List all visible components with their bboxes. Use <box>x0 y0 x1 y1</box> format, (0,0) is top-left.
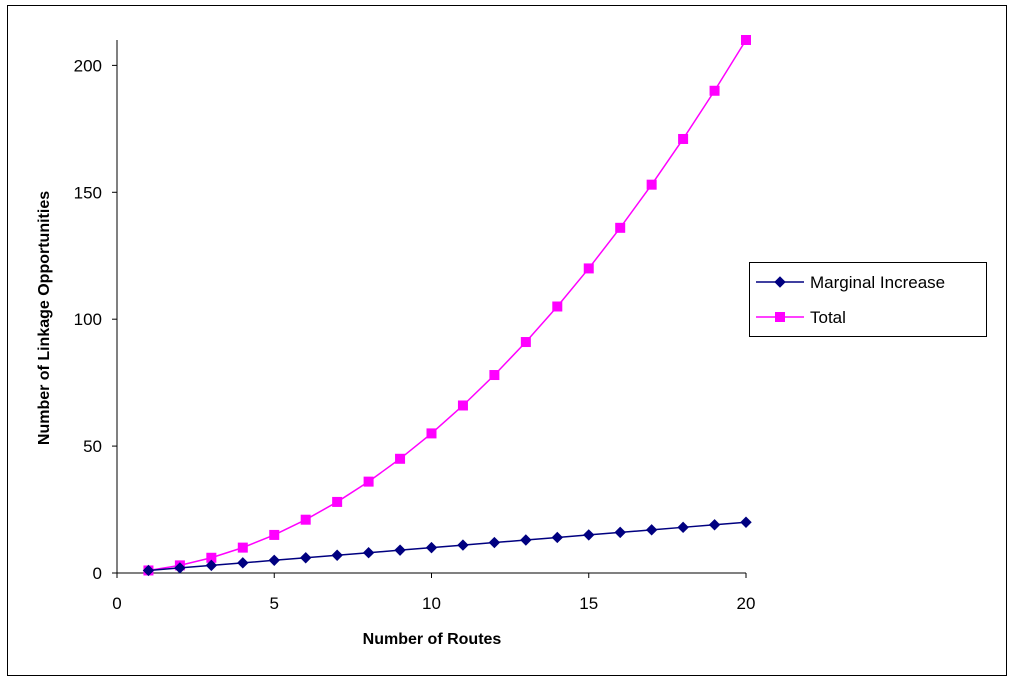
legend-marker <box>775 312 785 322</box>
data-point <box>583 263 594 274</box>
data-point <box>425 541 438 554</box>
data-point <box>741 35 751 45</box>
data-point <box>362 546 375 559</box>
y-tick-label: 200 <box>74 56 102 75</box>
data-point <box>615 222 626 233</box>
legend-box <box>749 262 987 337</box>
data-point <box>363 476 374 487</box>
data-point <box>237 542 248 553</box>
data-point <box>457 539 469 551</box>
legend-marker <box>774 276 786 288</box>
axes: 0 50 100 150 200 0 5 10 15 20 <box>74 40 756 613</box>
legend: Marginal Increase Total <box>749 262 987 337</box>
legend-label: Total <box>810 308 846 327</box>
data-point <box>205 559 218 572</box>
data-point <box>740 516 752 528</box>
x-tick-label: 0 <box>112 594 121 613</box>
x-tick-label: 5 <box>270 594 279 613</box>
x-tick-label: 20 <box>737 594 756 613</box>
data-point <box>551 531 564 544</box>
data-point <box>426 428 437 439</box>
data-point <box>395 453 406 464</box>
series-layer <box>142 35 752 577</box>
legend-label: Marginal Increase <box>810 273 945 292</box>
data-point <box>646 179 657 190</box>
data-point <box>332 496 343 507</box>
chart-border <box>7 5 1007 676</box>
y-tick-label: 150 <box>74 183 102 202</box>
series-total <box>143 35 751 576</box>
x-tick-label: 15 <box>579 594 598 613</box>
data-point <box>708 519 721 531</box>
data-point <box>520 534 532 546</box>
data-point <box>331 549 343 561</box>
data-point <box>520 337 531 348</box>
x-tick-label: 10 <box>422 594 441 613</box>
data-point <box>394 544 406 556</box>
data-point <box>269 529 280 540</box>
series-marginal-increase <box>142 516 752 577</box>
y-tick-label: 50 <box>83 437 102 456</box>
data-point <box>300 514 311 525</box>
data-point <box>457 400 468 411</box>
data-point <box>677 521 689 534</box>
data-point <box>678 133 689 144</box>
data-point <box>583 529 595 541</box>
data-point <box>645 524 658 536</box>
x-axis-title: Number of Routes <box>363 631 502 648</box>
data-point <box>614 526 626 539</box>
legend-item: Marginal Increase <box>756 273 945 292</box>
legend-item: Total <box>756 308 846 327</box>
data-point <box>299 552 312 564</box>
y-axis-title: Number of Linkage Opportunities <box>36 191 53 445</box>
data-point <box>552 301 563 312</box>
data-point <box>142 564 155 577</box>
y-tick-label: 100 <box>74 310 102 329</box>
data-point <box>237 557 249 569</box>
data-point <box>174 562 186 574</box>
data-point <box>488 536 501 549</box>
data-point <box>489 370 500 381</box>
y-tick-label: 0 <box>93 564 102 583</box>
series-line <box>148 39 747 572</box>
data-point <box>268 554 280 567</box>
data-point <box>709 85 720 96</box>
